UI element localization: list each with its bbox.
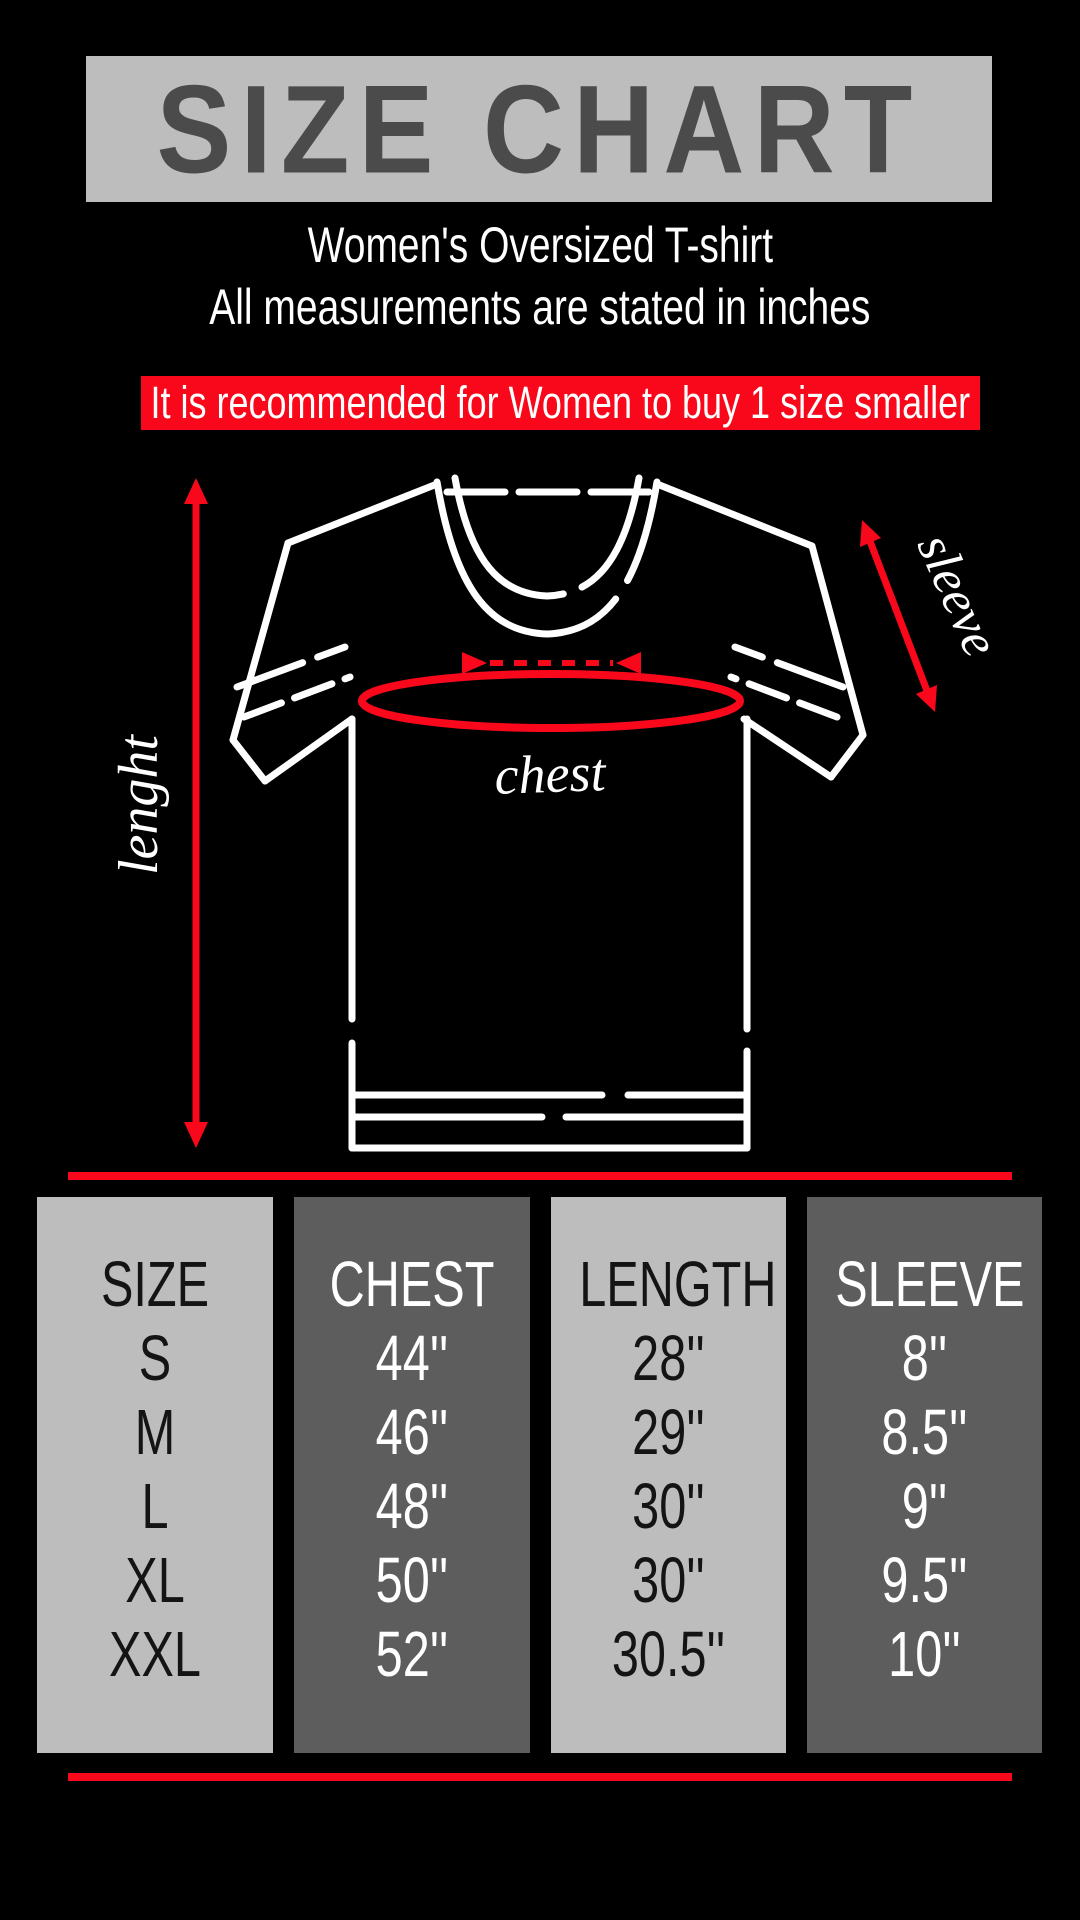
table-cell: 48'': [375, 1470, 449, 1542]
sleeve-arrow: [860, 520, 937, 712]
table-cell: 29'': [632, 1396, 705, 1468]
tshirt-outline: [229, 474, 867, 1152]
table-cell: 30'': [632, 1544, 705, 1616]
table-cell: S: [138, 1322, 172, 1394]
table-cell: 44'': [375, 1322, 449, 1394]
notice-banner: It is recommended for Women to buy 1 siz…: [141, 376, 980, 430]
chest-label: chest: [493, 742, 608, 806]
table-cell: 50'': [375, 1544, 449, 1616]
subtitle-line-1: Women's Oversized T-shirt: [307, 217, 773, 273]
column-header: SLEEVE: [835, 1248, 1025, 1320]
subtitle-line-2: All measurements are stated in inches: [209, 279, 871, 335]
table-cell: 9.5'': [881, 1544, 968, 1616]
column-header: CHEST: [329, 1248, 495, 1320]
table-cell: 8'': [901, 1322, 948, 1394]
page-title: SIZE CHART: [156, 58, 922, 200]
table-column-chest: CHEST 44'' 46'' 48'' 50'' 52'': [294, 1197, 530, 1753]
table-column-size: SIZE S M L XL XXL: [37, 1197, 273, 1753]
top-separator-line: [68, 1172, 1012, 1180]
table-cell: 30'': [632, 1470, 705, 1542]
table-cell: 10'': [888, 1618, 961, 1690]
column-header: SIZE: [100, 1248, 210, 1320]
chest-ellipse: [358, 670, 744, 732]
table-cell: L: [141, 1470, 169, 1542]
header-banner: SIZE CHART: [86, 56, 992, 202]
length-label: lenght: [108, 734, 170, 875]
table-cell: 52'': [375, 1618, 449, 1690]
table-column-length: LENGTH 28'' 29'' 30'' 30'' 30.5'': [551, 1197, 786, 1753]
length-arrow: [184, 478, 208, 1148]
size-table: SIZE S M L XL XXL CHEST 44'' 46'' 48'' 50'' 52'' L…: [0, 1197, 1080, 1753]
table-cell: M: [134, 1396, 176, 1468]
notice-text: It is recommended for Women to buy 1 siz…: [150, 377, 971, 428]
bottom-separator-line: [68, 1773, 1012, 1781]
table-cell: XL: [125, 1544, 185, 1616]
table-cell: 28'': [632, 1322, 705, 1394]
table-cell: 8.5'': [881, 1396, 968, 1468]
table-column-sleeve: SLEEVE 8'' 8.5'' 9'' 9.5'' 10'': [807, 1197, 1042, 1753]
table-cell: 30.5'': [611, 1618, 726, 1690]
sleeve-label: sleeve: [906, 526, 1010, 665]
table-cell: 9'': [901, 1470, 948, 1542]
tshirt-diagram: lenght sleeve chest: [108, 474, 1010, 1152]
column-header: LENGTH: [579, 1248, 777, 1320]
chest-dashed-arrow: [462, 652, 641, 674]
table-cell: 46'': [375, 1396, 449, 1468]
table-cell: XXL: [109, 1618, 201, 1690]
